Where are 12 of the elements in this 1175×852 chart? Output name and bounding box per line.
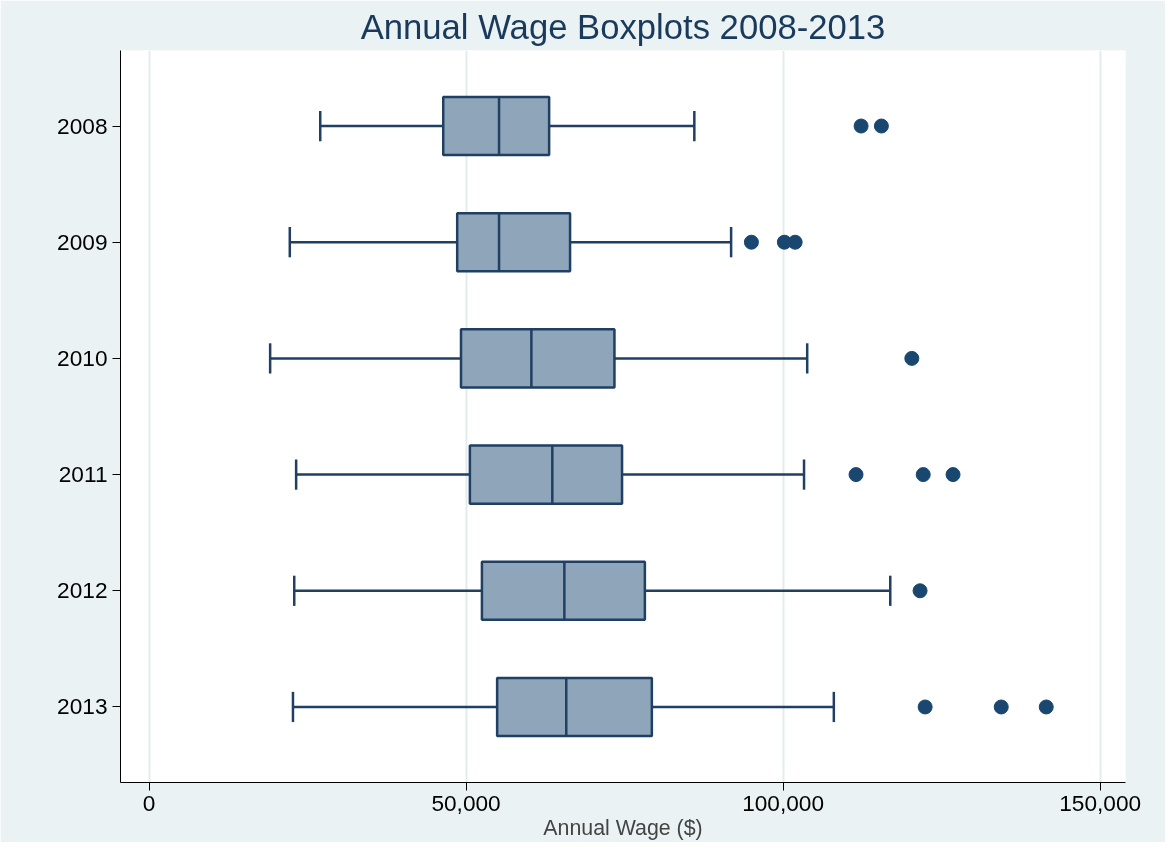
x-axis-title: Annual Wage ($) (543, 815, 703, 840)
y-tick-label: 2013 (57, 693, 108, 720)
y-tick-label: 2009 (57, 228, 108, 255)
x-tick-label: 50,000 (431, 789, 501, 816)
x-tick-label: 150,000 (1059, 789, 1142, 816)
chart-title: Annual Wage Boxplots 2008-2013 (360, 7, 886, 46)
y-tick-label: 2010 (57, 344, 108, 371)
x-tick-label: 100,000 (742, 789, 825, 816)
y-tick-label: 2008 (57, 112, 108, 139)
y-tick-label: 2012 (57, 577, 108, 604)
x-tick-label: 0 (142, 789, 156, 816)
y-tick-label: 2011 (58, 461, 108, 488)
